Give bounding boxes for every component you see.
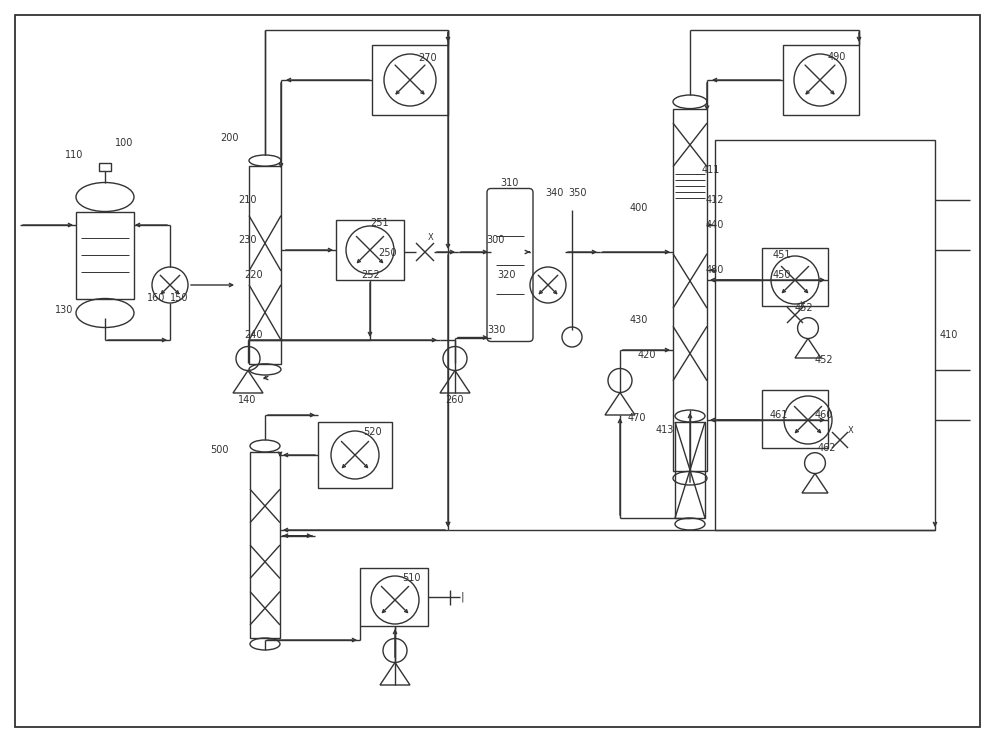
Bar (99, 162, 111, 171)
Bar (673, 108, 707, 471)
Text: 250: 250 (378, 248, 397, 258)
Text: 251: 251 (370, 218, 389, 228)
Text: 460: 460 (815, 410, 833, 420)
Text: 340: 340 (545, 188, 563, 198)
Text: 230: 230 (238, 235, 257, 245)
Text: 140: 140 (238, 395, 256, 405)
Text: 110: 110 (65, 150, 83, 160)
Text: 300: 300 (486, 235, 504, 245)
Text: 260: 260 (445, 395, 464, 405)
Bar (76, 211, 134, 298)
Text: 470: 470 (628, 413, 646, 423)
Text: 330: 330 (487, 325, 505, 335)
Text: 420: 420 (638, 350, 656, 360)
Text: 240: 240 (244, 330, 263, 340)
Text: |: | (461, 592, 465, 603)
Text: 480: 480 (706, 265, 724, 275)
Text: 412: 412 (706, 195, 724, 205)
Bar (336, 220, 404, 280)
Bar (762, 248, 828, 306)
Text: X: X (428, 232, 434, 241)
Text: 430: 430 (630, 315, 648, 325)
Text: 400: 400 (630, 203, 648, 213)
Text: 452: 452 (795, 303, 814, 313)
Bar (783, 45, 859, 115)
Text: 462: 462 (818, 443, 836, 453)
Text: 450: 450 (773, 270, 792, 280)
Bar (360, 568, 428, 626)
Bar (715, 140, 935, 530)
Text: 100: 100 (115, 138, 133, 148)
Bar (675, 422, 705, 518)
Bar (250, 452, 280, 638)
Text: 270: 270 (418, 53, 437, 63)
Text: X: X (848, 425, 854, 435)
Text: 500: 500 (210, 445, 229, 455)
Text: 320: 320 (497, 270, 516, 280)
Text: 413: 413 (656, 425, 674, 435)
Text: 510: 510 (402, 573, 421, 583)
Text: 310: 310 (500, 178, 518, 188)
Text: 220: 220 (244, 270, 263, 280)
Text: 130: 130 (55, 305, 73, 315)
Text: 252: 252 (361, 270, 380, 280)
Text: 410: 410 (940, 330, 958, 340)
Text: X: X (800, 301, 806, 309)
Text: 411: 411 (702, 165, 720, 175)
Text: 520: 520 (363, 427, 382, 437)
Text: 150: 150 (170, 293, 189, 303)
Text: 461: 461 (770, 410, 788, 420)
Text: 440: 440 (706, 220, 724, 230)
Text: 350: 350 (568, 188, 586, 198)
Text: 200: 200 (220, 133, 239, 143)
Bar (372, 45, 448, 115)
Bar (318, 422, 392, 488)
Text: 452: 452 (815, 355, 834, 365)
Bar (762, 390, 828, 448)
Text: 210: 210 (238, 195, 257, 205)
Text: 160: 160 (147, 293, 165, 303)
Text: 451: 451 (773, 250, 792, 260)
Bar (249, 166, 281, 364)
Text: 490: 490 (828, 52, 846, 62)
